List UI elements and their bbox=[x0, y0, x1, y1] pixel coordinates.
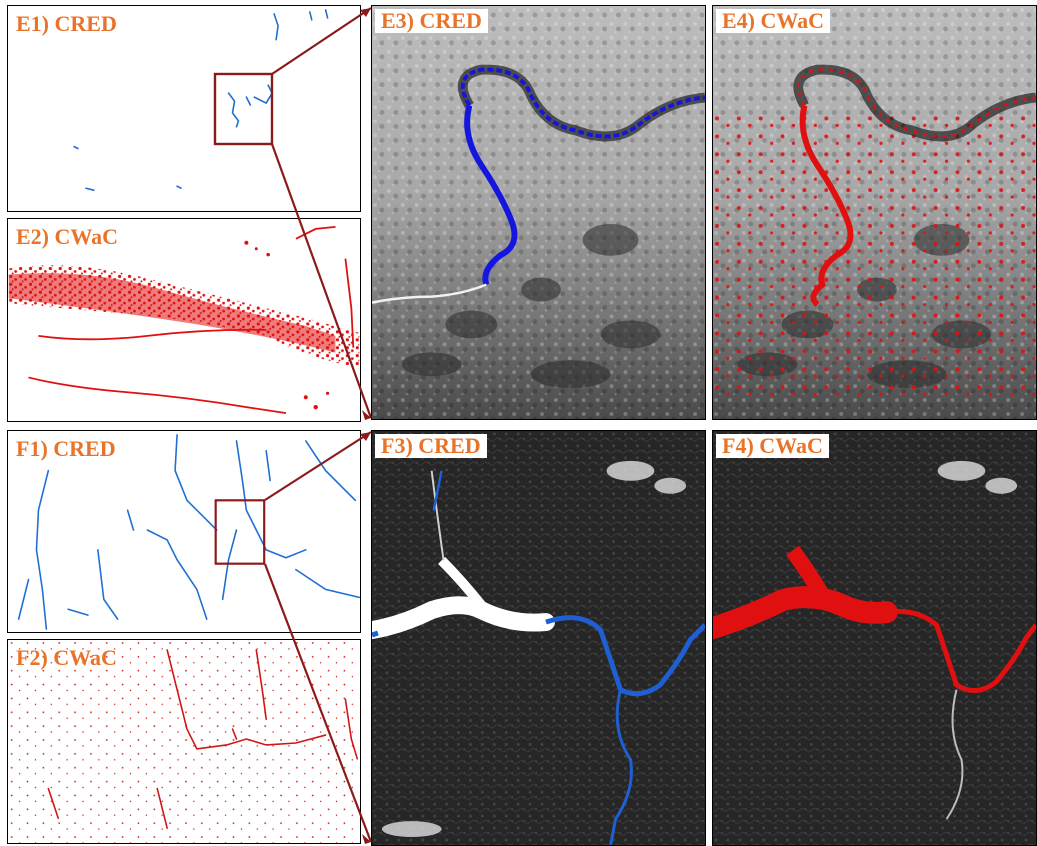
panel-e3-cred-image: E3) CRED bbox=[371, 5, 706, 420]
e-arrow-top bbox=[360, 8, 371, 17]
f1-map-graphic bbox=[17, 434, 360, 630]
f2-map-graphic bbox=[8, 640, 360, 843]
f-arrow-top bbox=[360, 432, 371, 441]
e4-label: E4) CWaC bbox=[716, 9, 831, 33]
e4-satellite-image bbox=[713, 6, 1036, 419]
f1-label: F1) CRED bbox=[16, 436, 116, 461]
e2-label: E2) CWaC bbox=[16, 224, 119, 249]
e1-map-graphic bbox=[73, 9, 329, 191]
e3-label: E3) CRED bbox=[375, 9, 488, 33]
panel-f1-cred-map: F1) CRED bbox=[7, 430, 361, 633]
f4-satellite-image bbox=[713, 431, 1036, 845]
e1-label: E1) CRED bbox=[16, 11, 117, 36]
f4-label: F4) CWaC bbox=[716, 434, 829, 458]
f3-satellite-image bbox=[372, 431, 705, 845]
f-arrow-bottom bbox=[362, 834, 371, 844]
f2-label: F2) CWaC bbox=[16, 645, 117, 670]
panel-e4-cwac-image: E4) CWaC bbox=[712, 5, 1037, 420]
panel-e2-cwac-map: E2) CWaC bbox=[7, 218, 361, 422]
panel-f4-cwac-image: F4) CWaC bbox=[712, 430, 1037, 846]
f3-label: F3) CRED bbox=[375, 434, 487, 458]
panel-e1-cred-map: E1) CRED bbox=[7, 5, 361, 212]
e3-satellite-image bbox=[372, 6, 705, 419]
e-arrow-bottom bbox=[362, 410, 371, 420]
panel-f2-cwac-map: F2) CWaC bbox=[7, 639, 361, 844]
panel-f3-cred-image: F3) CRED bbox=[371, 430, 706, 846]
e2-map-graphic bbox=[8, 226, 360, 414]
